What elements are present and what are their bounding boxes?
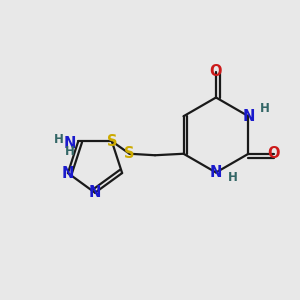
Text: O: O [268, 146, 280, 161]
Text: H: H [260, 102, 270, 115]
Text: O: O [210, 64, 222, 80]
Text: H: H [228, 171, 237, 184]
Text: S: S [124, 146, 135, 161]
Text: N: N [242, 109, 255, 124]
Text: N: N [210, 165, 222, 180]
Text: N: N [89, 185, 101, 200]
Text: H: H [54, 133, 64, 146]
Text: N: N [64, 136, 76, 151]
Text: H: H [65, 145, 75, 158]
Text: N: N [62, 166, 74, 181]
Text: S: S [106, 134, 117, 149]
